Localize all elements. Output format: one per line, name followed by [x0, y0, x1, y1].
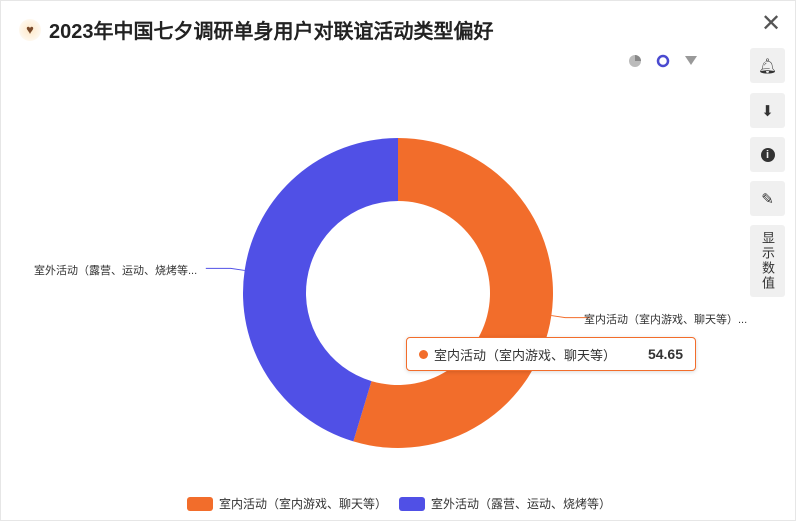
tooltip: 室内活动（室内游戏、聊天等） 54.65	[406, 337, 696, 371]
pie-type-icon[interactable]	[628, 54, 642, 68]
title-text: 2023年中国七夕调研单身用户对联谊活动类型偏好	[49, 21, 494, 43]
tooltip-value: 54.65	[647, 346, 683, 362]
chart-title: ♥ 2023年中国七夕调研单身用户对联谊活动类型偏好	[19, 15, 494, 44]
label-line-0	[551, 315, 591, 319]
tooltip-dot	[419, 349, 428, 359]
legend-swatch	[186, 496, 213, 511]
legend-swatch	[399, 496, 425, 511]
tooltip-label: 室内活动（室内游戏、聊天等）	[434, 347, 617, 363]
bell-icon: 🔔︎	[757, 57, 778, 75]
label-line-1	[205, 267, 245, 271]
info-icon: i	[760, 147, 775, 162]
download-icon: ⬇	[761, 102, 774, 120]
legend-item-indoor[interactable]: 室内活动（室内游戏、聊天等）	[186, 495, 387, 512]
info-button[interactable]: i	[750, 137, 785, 172]
edit-button[interactable]: ✎	[750, 181, 785, 216]
funnel-type-icon[interactable]	[684, 54, 698, 68]
slice-1[interactable]	[242, 138, 398, 442]
notify-button[interactable]: 🔔︎	[750, 48, 785, 83]
legend: 室内活动（室内游戏、聊天等） 室外活动（露营、运动、烧烤等）	[1, 495, 796, 512]
slice-label-indoor: 室内活动（室内游戏、聊天等）...	[584, 314, 748, 326]
legend-label: 室外活动（露营、运动、烧烤等）	[431, 497, 612, 511]
legend-label: 室内活动（室内游戏、聊天等）	[218, 497, 387, 511]
pencil-icon: ✎	[761, 190, 774, 208]
show-values-label: 显示数值	[760, 231, 775, 291]
donut-type-icon[interactable]	[656, 54, 670, 68]
legend-item-outdoor[interactable]: 室外活动（露营、运动、烧烤等）	[399, 495, 611, 512]
download-button[interactable]: ⬇	[750, 93, 785, 128]
slice-label-outdoor: 室外活动（露营、运动、烧烤等...	[34, 265, 198, 277]
close-icon[interactable]: ✕	[761, 10, 782, 37]
heart-icon: ♥	[19, 18, 41, 41]
show-values-button[interactable]: 显示数值	[750, 225, 785, 297]
